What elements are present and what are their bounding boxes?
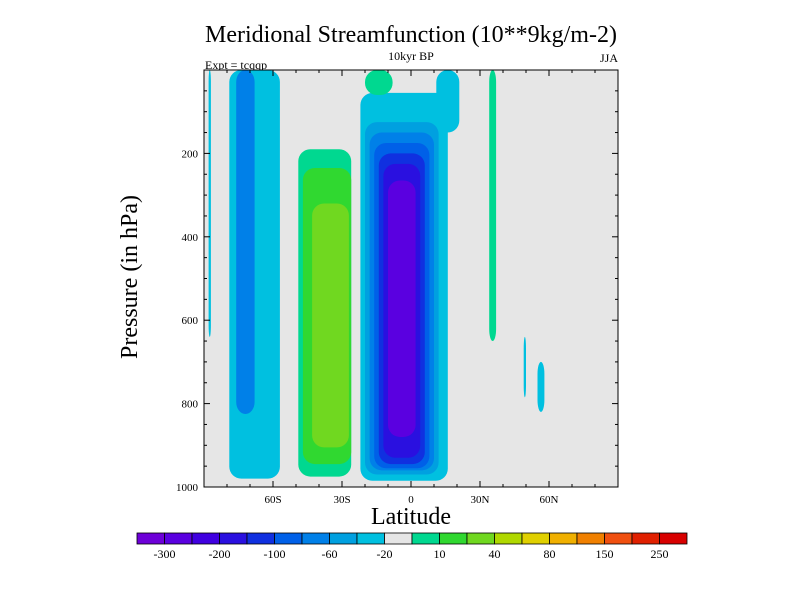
- colorbar-swatch: [356, 532, 385, 545]
- contour-region-patch-58n: [537, 361, 545, 412]
- colorbar-swatch: [604, 532, 633, 545]
- colorbar-swatch: [439, 532, 468, 545]
- y-tick-label: 1000: [176, 482, 199, 494]
- x-tick-label: 30N: [471, 494, 490, 506]
- colorbar-label: 80: [544, 547, 556, 561]
- colorbar-swatch: [136, 532, 165, 545]
- colorbar-swatch: [384, 532, 413, 545]
- plot-area: 60S 30S 0 30N 60N 200 400 600 800 1000: [176, 69, 619, 506]
- colorbar-label: 150: [596, 547, 614, 561]
- contour-region-sh-cell-core: [312, 203, 349, 448]
- y-tick-label: 400: [182, 232, 199, 244]
- colorbar-label: -200: [209, 547, 231, 561]
- x-tick-label: 0: [408, 494, 414, 506]
- colorbar-swatch: [329, 532, 358, 545]
- colorbar-swatch: [164, 532, 193, 545]
- colorbar-label: 250: [651, 547, 669, 561]
- colorbar-swatch: [219, 532, 248, 545]
- colorbar-swatch: [246, 532, 275, 545]
- colorbar-label: -100: [264, 547, 286, 561]
- chart-title: Meridional Streamfunction (10**9kg/m-2): [205, 22, 617, 48]
- contour-region-strip-78s: [208, 70, 211, 337]
- colorbar-label: -300: [154, 547, 176, 561]
- y-tick-label: 600: [182, 315, 199, 327]
- x-tick-label: 30S: [333, 494, 350, 506]
- colorbar-swatch: [411, 532, 440, 545]
- colorbar-swatch: [274, 532, 303, 545]
- colorbar-swatch: [191, 532, 220, 545]
- colorbar-swatch: [576, 532, 605, 545]
- contour-region-upper-10n-blob: [436, 70, 460, 133]
- x-tick-label: 60N: [540, 494, 559, 506]
- colorbar-label: 40: [489, 547, 501, 561]
- contour-region-strip-35n: [489, 70, 497, 342]
- contour-region-sh-outer-cell-core: [236, 70, 255, 415]
- contour-region-patch-55n: [523, 336, 526, 398]
- chart-subtitle-left: Expt = tcqqp: [205, 58, 267, 72]
- colorbar-swatch: [659, 532, 688, 545]
- colorbar-label: -20: [377, 547, 393, 561]
- colorbar-swatch: [521, 532, 550, 545]
- y-tick-label: 800: [182, 399, 199, 411]
- colorbar-label: -60: [322, 547, 338, 561]
- contour-region-nh-cell-core: [388, 180, 416, 437]
- colorbar-swatch: [494, 532, 523, 545]
- colorbar: -300 -200 -100 -60 -20 10 40 80 150 250: [136, 532, 688, 561]
- colorbar-swatch: [466, 532, 495, 545]
- y-tick-label: 200: [182, 148, 199, 160]
- y-axis-label: Pressure (in hPa): [117, 195, 143, 359]
- colorbar-swatch: [631, 532, 660, 545]
- colorbar-swatch: [301, 532, 330, 545]
- x-axis-label: Latitude: [371, 504, 451, 530]
- x-tick-label: 60S: [264, 494, 281, 506]
- colorbar-label: 10: [434, 547, 446, 561]
- colorbar-swatch: [549, 532, 578, 545]
- contour-region-upper-eq-blob: [365, 70, 393, 96]
- chart-subtitle-center: 10kyr BP: [388, 49, 434, 63]
- chart-subtitle-right: JJA: [600, 51, 618, 65]
